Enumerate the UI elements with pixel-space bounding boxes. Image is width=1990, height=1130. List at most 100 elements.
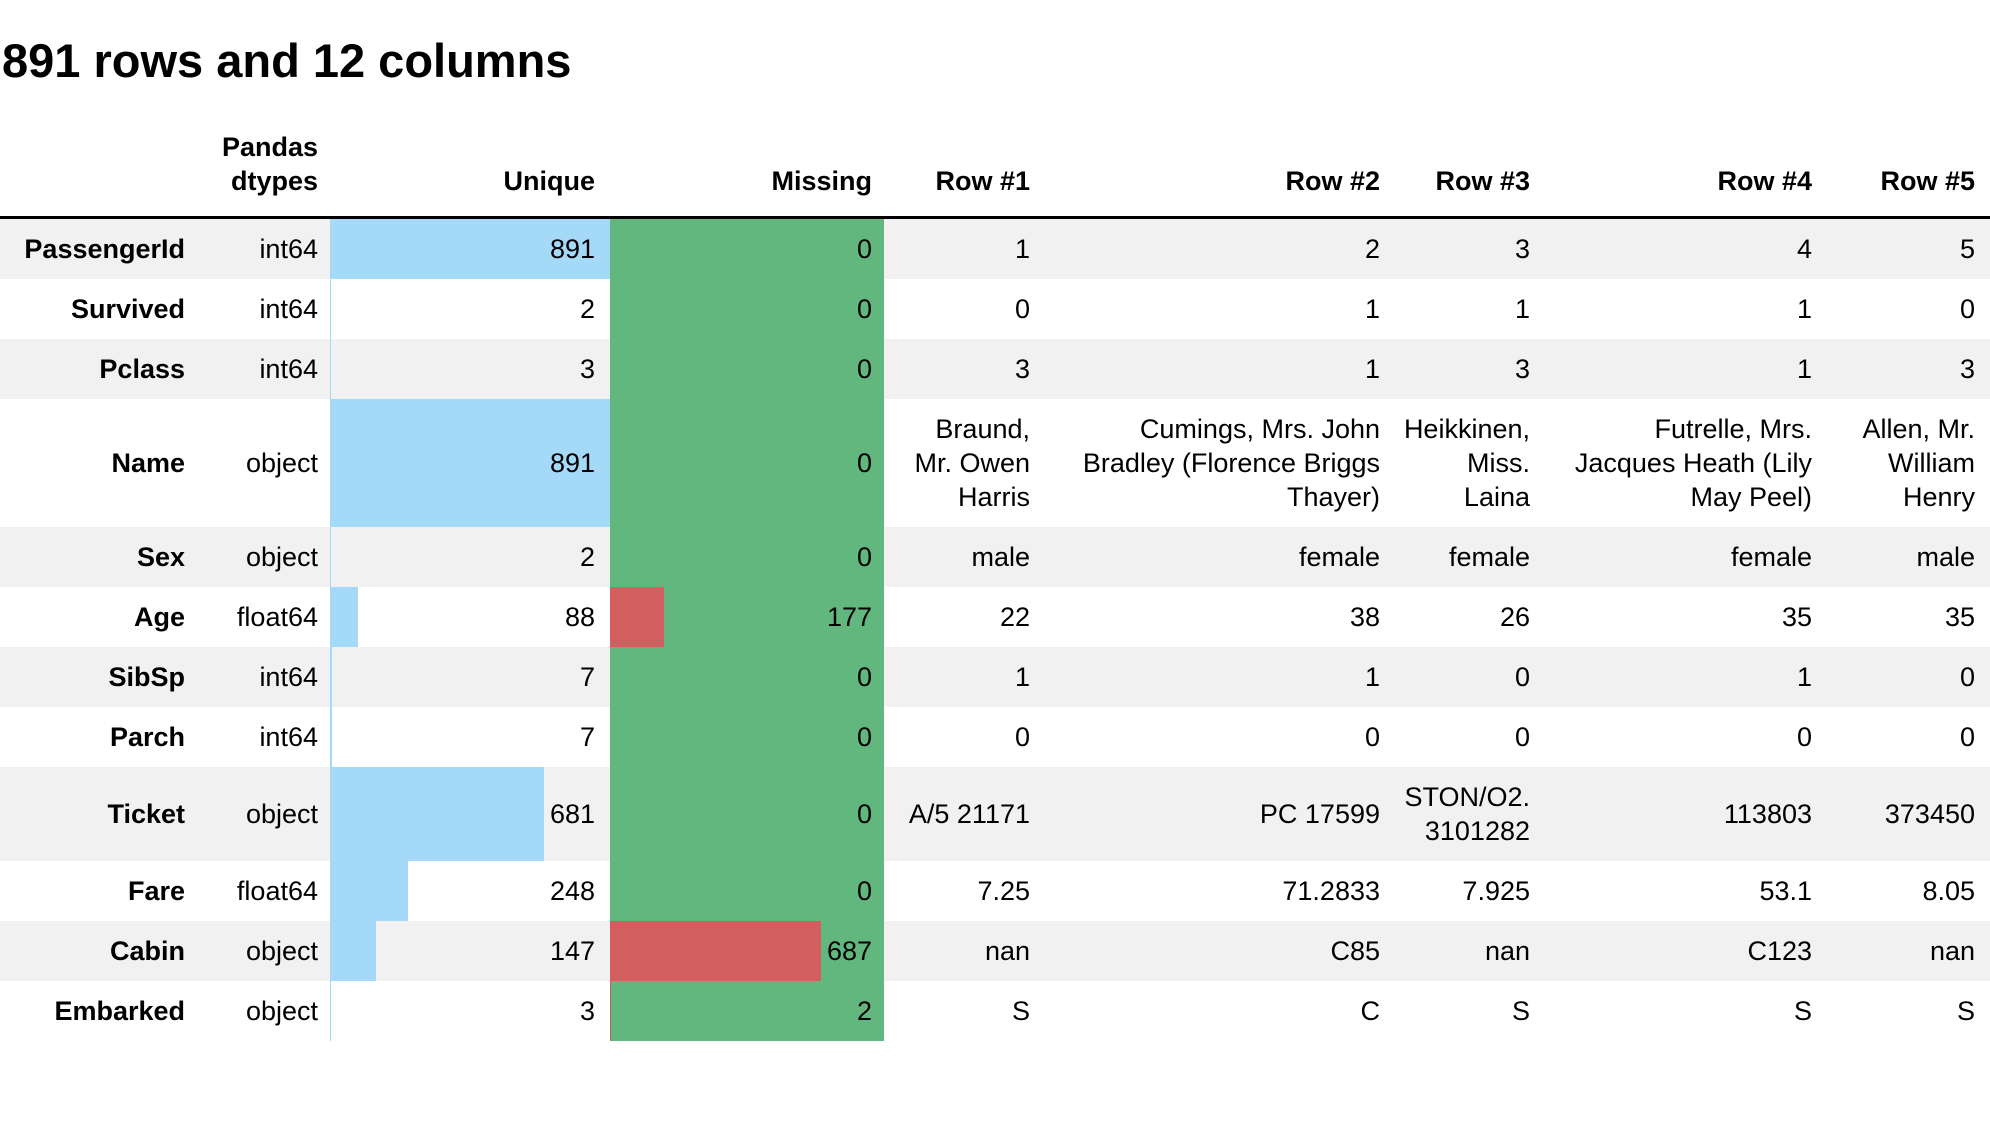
value-cell-row-3: 3 <box>1514 234 1530 265</box>
row-label: SibSp <box>108 662 185 693</box>
table-row-ticket: Ticket object 681 0 A/5 21171 PC 17599 STON/O2… <box>0 767 1990 862</box>
unique-cell: 3 <box>330 339 610 400</box>
value-cell-row-4: 1 <box>1796 294 1812 325</box>
table-row-parch: Parch int64 7 0 0 0 0 0 0 <box>0 707 1990 768</box>
value-cell-row-1: 3 <box>1014 354 1030 385</box>
value-cell-row-1: male <box>971 542 1030 573</box>
value-cell-row-1: S <box>1011 996 1030 1027</box>
value-cell-row-3: S <box>1511 996 1530 1027</box>
missing-cell: 2 <box>610 981 884 1042</box>
value-cell-row-1: 0 <box>1014 294 1030 325</box>
value-cell-row-4: 4 <box>1796 234 1812 265</box>
missing-value: 0 <box>856 542 872 573</box>
value-cell-row-2: 38 <box>1349 602 1380 633</box>
value-cell-row-4: 35 <box>1781 602 1812 633</box>
value-cell-row-2: C85 <box>1330 936 1380 967</box>
value-cell-row-5: 8.05 <box>1922 876 1975 907</box>
dtype-column-header: Pandas dtypes <box>190 116 330 220</box>
summary-table: Pandas dtypes Unique Missing Row #1 Row #… <box>0 116 1990 1042</box>
unique-value: 147 <box>549 936 595 967</box>
table-row-sibsp: SibSp int64 7 0 1 1 0 1 0 <box>0 647 1990 708</box>
summary-table-body: PassengerId int64 891 0 1 2 3 4 5 Survived int64 2 0… <box>0 217 1990 1042</box>
unique-cell: 2 <box>330 279 610 340</box>
unique-cell: 3 <box>330 981 610 1042</box>
unique-column-header: Unique <box>330 116 610 220</box>
unique-value: 7 <box>579 662 595 693</box>
value-cell-row-5: 373450 <box>1884 799 1975 830</box>
row-label: Survived <box>70 294 185 325</box>
row-label: Embarked <box>54 996 185 1027</box>
value-cell-row-3: Heikkinen, Miss. Laina <box>1403 414 1530 513</box>
value-cell-row-2: 1 <box>1364 294 1380 325</box>
unique-value: 3 <box>579 996 595 1027</box>
value-cell-row-5: 0 <box>1959 294 1975 325</box>
unique-cell: 147 <box>330 921 610 982</box>
dtype-cell: int64 <box>259 294 318 325</box>
missing-cell: 0 <box>610 707 884 768</box>
missing-value: 2 <box>856 996 872 1027</box>
value-cell-row-5: male <box>1916 542 1975 573</box>
value-cell-row-1: 22 <box>999 602 1030 633</box>
row-label: Parch <box>109 722 185 753</box>
dtype-cell: int64 <box>259 234 318 265</box>
value-cell-row-5: nan <box>1929 936 1975 967</box>
unique-bar <box>330 921 377 982</box>
row-label: Sex <box>136 542 185 573</box>
table-row-embarked: Embarked object 3 2 S C S S S <box>0 981 1990 1042</box>
row-label: PassengerId <box>24 234 185 265</box>
missing-value: 687 <box>826 936 872 967</box>
missing-value: 0 <box>856 722 872 753</box>
dtype-cell: float64 <box>236 876 318 907</box>
missing-cell: 0 <box>610 279 884 340</box>
unique-value: 891 <box>549 234 595 265</box>
value-cell-row-3: 1 <box>1514 294 1530 325</box>
value-cell-row-2: Cumings, Mrs. John Bradley (Florence Bri… <box>1082 414 1380 513</box>
value-cell-row-3: female <box>1448 542 1530 573</box>
table-row-sex: Sex object 2 0 male female female female male <box>0 527 1990 588</box>
row-5-column-header: Row #5 <box>1822 116 1990 220</box>
unique-cell: 248 <box>330 861 610 922</box>
value-cell-row-4: 113803 <box>1723 799 1812 830</box>
dtype-cell: object <box>245 542 318 573</box>
missing-cell: 0 <box>610 527 884 588</box>
missing-value: 0 <box>856 799 872 830</box>
value-cell-row-1: nan <box>984 936 1030 967</box>
dtype-cell: int64 <box>259 722 318 753</box>
row-3-column-header: Row #3 <box>1390 116 1540 220</box>
value-cell-row-2: 1 <box>1364 354 1380 385</box>
unique-bar <box>330 527 331 588</box>
value-cell-row-4: 0 <box>1796 722 1812 753</box>
page-title: 891 rows and 12 columns <box>2 34 572 87</box>
value-cell-row-4: 53.1 <box>1759 876 1812 907</box>
dataframe-summary-page: 891 rows and 12 columns Pandas dtypes Un… <box>0 34 1990 1130</box>
unique-bar <box>330 981 331 1042</box>
unique-cell: 891 <box>330 399 610 528</box>
value-cell-row-1: 0 <box>1014 722 1030 753</box>
unique-value: 2 <box>579 542 595 573</box>
value-cell-row-1: 1 <box>1014 662 1030 693</box>
value-cell-row-3: 3 <box>1514 354 1530 385</box>
missing-value: 0 <box>856 234 872 265</box>
value-cell-row-2: C <box>1360 996 1381 1027</box>
value-cell-row-4: C123 <box>1747 936 1812 967</box>
missing-cell: 0 <box>610 339 884 400</box>
unique-cell: 88 <box>330 587 610 648</box>
value-cell-row-5: 5 <box>1959 234 1975 265</box>
value-cell-row-4: 1 <box>1796 354 1812 385</box>
row-4-column-header: Row #4 <box>1540 116 1822 220</box>
missing-cell: 0 <box>610 217 884 280</box>
unique-bar <box>330 399 610 528</box>
row-label-column-header <box>0 116 190 220</box>
value-cell-row-2: 0 <box>1364 722 1380 753</box>
unique-value: 248 <box>549 876 595 907</box>
value-cell-row-4: female <box>1730 542 1812 573</box>
value-cell-row-1: A/5 21171 <box>908 799 1030 830</box>
unique-bar <box>330 279 331 340</box>
missing-bar <box>610 921 822 982</box>
missing-cell: 177 <box>610 587 884 648</box>
row-label: Name <box>111 448 185 479</box>
missing-bar <box>610 587 665 648</box>
value-cell-row-4: S <box>1793 996 1812 1027</box>
table-row-survived: Survived int64 2 0 0 1 1 1 0 <box>0 279 1990 340</box>
unique-value: 681 <box>549 799 595 830</box>
